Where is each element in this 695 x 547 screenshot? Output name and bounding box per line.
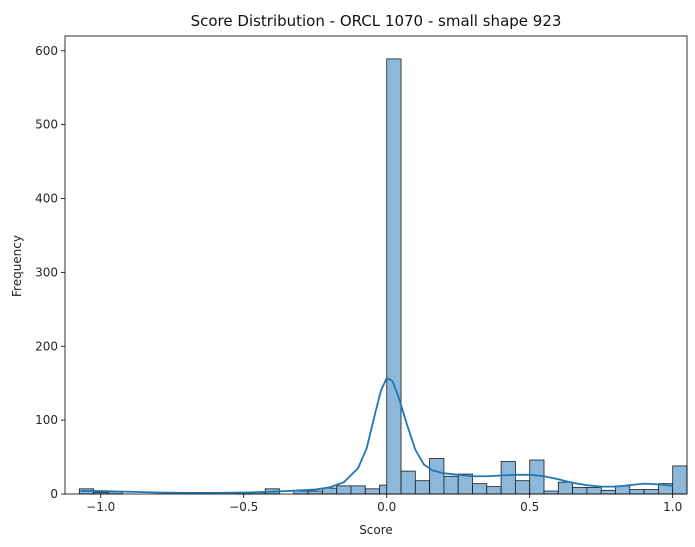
histogram-bar: [586, 486, 602, 495]
y-tick-label: 500: [35, 118, 58, 132]
y-tick-label: 200: [35, 339, 58, 353]
histogram-bar: [336, 485, 352, 495]
kde-curve: [80, 376, 673, 494]
histogram-bar: [557, 481, 574, 495]
x-tick-label: −0.5: [229, 500, 258, 514]
histogram-bar: [400, 470, 416, 495]
histogram-bar: [643, 489, 659, 495]
histogram-bar: [529, 459, 545, 495]
x-axis-ticks: −1.0 −0.5 0.0 0.5 1.0: [86, 494, 682, 514]
y-tick-label: 300: [35, 265, 58, 279]
histogram-bar: [350, 485, 366, 495]
histogram-bar: [629, 489, 645, 495]
histogram-bar: [443, 475, 459, 495]
x-tick-label: −1.0: [86, 500, 115, 514]
y-tick-label: 100: [35, 413, 58, 427]
histogram-bar: [500, 461, 516, 495]
histogram-bar: [293, 490, 309, 495]
y-tick-label: 600: [35, 44, 58, 58]
x-tick-label: 1.0: [663, 500, 682, 514]
histogram-bar: [672, 465, 688, 495]
histogram-bar: [515, 480, 531, 495]
histogram-bar: [386, 58, 402, 495]
x-tick-label: 0.5: [520, 500, 539, 514]
histogram-bar: [429, 458, 445, 495]
y-axis-ticks: 0 100 200 300 400 500 600: [35, 44, 65, 501]
x-axis-label: Score: [359, 523, 393, 537]
histogram-bar: [414, 480, 431, 495]
y-tick-label: 0: [50, 487, 58, 501]
chart-title: Score Distribution - ORCL 1070 - small s…: [191, 12, 562, 30]
histogram-bar: [486, 486, 502, 495]
histogram-bar: [472, 483, 488, 495]
y-tick-label: 400: [35, 192, 58, 206]
histogram-bar: [600, 489, 616, 495]
plot-frame: [64, 35, 688, 495]
bars-group: [78, 58, 688, 495]
y-axis-label: Frequency: [10, 235, 24, 297]
histogram-bar: [543, 490, 559, 495]
histogram-bar: [307, 490, 323, 495]
histogram-bar: [572, 486, 588, 495]
histogram-bar: [457, 473, 473, 495]
histogram-bar: [364, 488, 380, 495]
x-tick-label: 0.0: [377, 500, 396, 514]
